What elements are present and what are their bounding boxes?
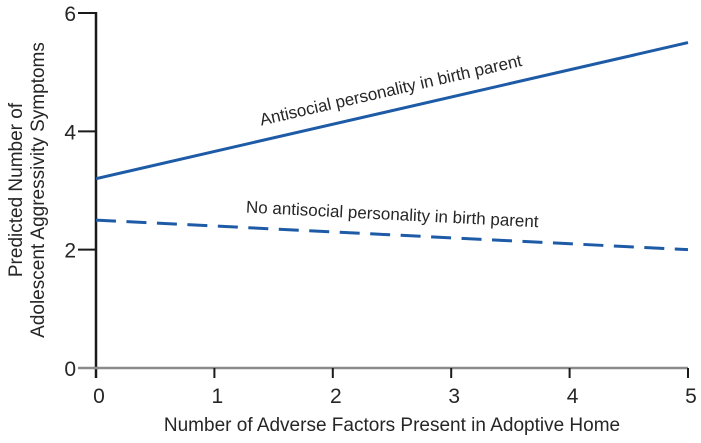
y-axis-title-line1: Predicted Number of [6,102,27,277]
x-tick-label: 2 [330,385,342,408]
axes [78,12,688,378]
x-tick-label: 1 [212,385,224,408]
tick-marks [78,12,689,378]
y-axis-title-line2: Adolescent Aggressivity Symptoms [28,42,49,338]
x-tick-label: 5 [685,385,697,408]
tick-labels: 0 1 2 3 4 5 0 2 4 6 [64,3,697,408]
y-tick-label: 4 [64,121,76,144]
y-tick-label: 2 [64,240,76,263]
series-line-solid [95,41,689,181]
x-tick-label: 4 [567,385,579,408]
y-tick-label: 6 [64,3,76,26]
x-axis-title: Number of Adverse Factors Present in Ado… [164,415,620,436]
data-series [95,41,689,252]
series-line-dashed [95,218,689,252]
series-label-1: No antisocial personality in birth paren… [246,197,540,231]
series-labels: Antisocial personality in birth parentNo… [246,51,540,231]
x-tick-label: 3 [448,385,460,408]
x-tick-label: 0 [93,385,105,408]
y-tick-label: 0 [64,358,76,381]
